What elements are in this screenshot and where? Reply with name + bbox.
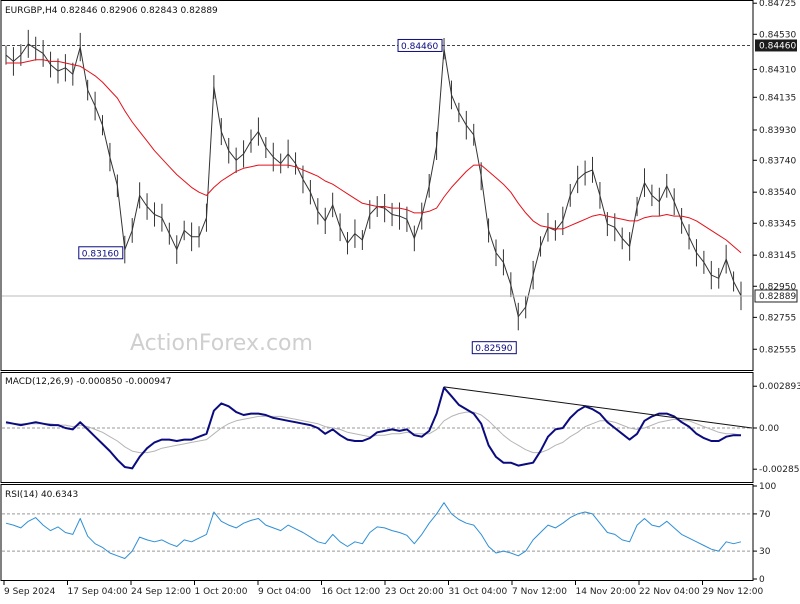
main-y-tick-label: 0.84530 <box>759 30 796 40</box>
main-y-tick-label: 0.83345 <box>759 219 796 229</box>
rsi-marks <box>2 502 752 559</box>
macd-y-tick-label: 0.00 <box>759 424 779 434</box>
main-panel-frame <box>0 0 754 371</box>
price-line <box>5 43 742 318</box>
current-price-box <box>754 289 798 303</box>
main-y-tick-label: 0.84725 <box>759 0 796 9</box>
main-y-tick-label: 0.84135 <box>759 93 796 103</box>
annotation-box <box>78 246 124 260</box>
main-y-tick-label: 0.82555 <box>759 345 796 355</box>
main-y-tick-label: 0.83740 <box>759 156 796 166</box>
main-y-tick-label: 0.82950 <box>759 282 796 292</box>
rsi-y-tick-label: 70 <box>759 510 771 520</box>
main-header: EURGBP,H4 0.82846 0.82906 0.82843 0.8288… <box>5 6 218 16</box>
rsi-y-axis: 100 70 30 0 <box>753 482 776 585</box>
main-y-tick-label: 0.83930 <box>759 126 796 136</box>
x-axis: 9 Sep 2024 17 Sep 04:00 24 Sep 12:00 1 Oct … <box>3 581 764 597</box>
annotation-box <box>471 341 517 355</box>
macd-y-tick-label: -0.002852 <box>759 465 800 475</box>
annotation-label: 0.82590 <box>475 344 512 354</box>
x-tick-label: 9 Sep 2024 <box>4 587 56 597</box>
macd-header: MACD(12,26,9) -0.000850 -0.000947 <box>5 377 171 387</box>
x-tick-label: 1 Oct 20:00 <box>195 587 248 597</box>
rsi-y-tick-label: 30 <box>759 547 771 557</box>
macd-y-tick-label: 0.002893 <box>759 382 800 392</box>
rsi-line <box>5 502 742 559</box>
x-tick-label: 7 Nov 12:00 <box>512 587 567 597</box>
macd-line <box>5 386 741 470</box>
rsi-header: RSI(14) 40.6343 <box>5 490 78 500</box>
main-y-tick-label: 0.83540 <box>759 188 796 198</box>
rsi-y-tick-label: 0 <box>759 575 765 585</box>
current-price-label: 0.82889 <box>759 292 796 302</box>
panel-frames <box>0 0 754 581</box>
annotation-label: 0.84460 <box>401 42 438 52</box>
sma-line <box>6 59 742 254</box>
resistance-price-box <box>755 39 797 52</box>
signal-line <box>6 411 742 454</box>
rsi-panel-frame <box>0 484 754 581</box>
main-marks: 0.84460 0.83160 0.82590 <box>2 29 752 355</box>
x-tick-label: 31 Oct 04:00 <box>449 587 508 597</box>
annotation-box <box>397 38 443 52</box>
macd-trendline <box>443 386 753 429</box>
x-tick-label: 23 Oct 20:00 <box>385 587 444 597</box>
annotation-label: 0.83160 <box>82 249 119 259</box>
x-tick-label: 14 Nov 20:00 <box>576 587 637 597</box>
x-tick-label: 22 Nov 04:00 <box>639 587 700 597</box>
macd-y-axis: 0.002893 0.00 -0.002852 <box>753 382 800 475</box>
watermark: ActionForex.com <box>130 331 313 356</box>
x-tick-label: 9 Oct 04:00 <box>258 587 311 597</box>
macd-marks <box>2 386 753 470</box>
x-tick-label: 24 Sep 12:00 <box>131 587 191 597</box>
x-tick-label: 17 Sep 04:00 <box>68 587 128 597</box>
rsi-y-tick-label: 100 <box>759 482 776 492</box>
x-tick-label: 29 Nov 12:00 <box>703 587 764 597</box>
main-y-axis: 0.84725 0.84530 0.84310 0.84135 0.83930 0.837… <box>753 0 798 355</box>
resistance-price-label: 0.84460 <box>759 41 796 51</box>
main-y-tick-label: 0.83145 <box>759 251 796 261</box>
main-y-tick-label: 0.84310 <box>759 65 796 75</box>
main-y-tick-label: 0.82755 <box>759 313 796 323</box>
x-tick-label: 16 Oct 12:00 <box>322 587 381 597</box>
